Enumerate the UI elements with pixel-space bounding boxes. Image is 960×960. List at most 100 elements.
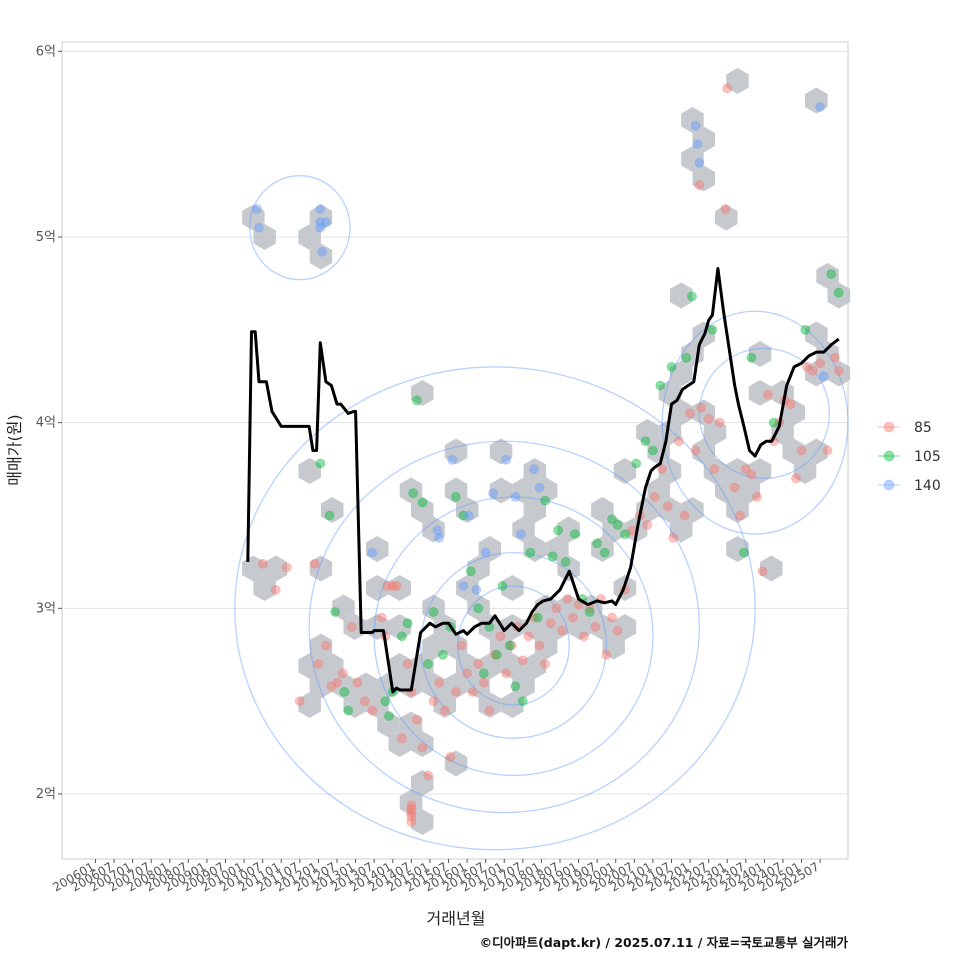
- hexbin-cell: [298, 458, 321, 484]
- point-85: [257, 558, 268, 569]
- hexbin-cell: [782, 399, 805, 426]
- hexbin-cell: [320, 653, 344, 679]
- hexbin-cell: [501, 692, 524, 718]
- hexbin-cell: [242, 204, 265, 231]
- point-105: [655, 380, 666, 391]
- point-105: [417, 497, 428, 508]
- point-85: [752, 491, 762, 502]
- point-105: [504, 640, 515, 651]
- hexbin-cell: [411, 770, 434, 796]
- point-85: [722, 83, 733, 94]
- hexbin-cell: [332, 594, 355, 621]
- hexbin-layer: [242, 68, 851, 835]
- point-105: [800, 324, 811, 335]
- point-85: [690, 445, 701, 456]
- point-85: [568, 612, 578, 623]
- hexbin-cell: [309, 672, 333, 699]
- point-140: [488, 488, 499, 499]
- point-105: [478, 668, 489, 679]
- hexbin-cell: [534, 633, 558, 660]
- point-85: [367, 705, 378, 716]
- point-85: [696, 402, 707, 413]
- y-tick-label: 2억: [36, 787, 56, 802]
- point-85: [662, 501, 673, 512]
- point-105: [681, 352, 692, 363]
- hexbin-cell: [253, 224, 276, 250]
- hexbin-cell: [658, 380, 682, 406]
- point-85: [450, 686, 461, 697]
- point-85: [387, 581, 398, 591]
- hexbin-cell: [388, 614, 411, 640]
- point-85: [551, 603, 562, 614]
- point-105: [423, 659, 434, 669]
- caption: ©디아파트(dapt.kr) / 2025.07.11 / 자료=국토교통부 실…: [480, 935, 849, 950]
- point-105: [450, 491, 461, 502]
- hexbin-cell: [523, 653, 547, 679]
- density-contour: [373, 496, 654, 777]
- hexbin-cell: [343, 692, 366, 718]
- point-105: [532, 612, 543, 623]
- hexbin-cell: [478, 536, 502, 562]
- hexbin-cell: [332, 672, 355, 699]
- hexbin-cell: [388, 653, 411, 679]
- point-85: [445, 751, 456, 762]
- point-140: [471, 584, 482, 595]
- point-85: [332, 677, 342, 688]
- point-105: [343, 705, 354, 716]
- point-140: [815, 102, 826, 112]
- point-105: [330, 607, 341, 617]
- point-85: [673, 436, 684, 447]
- hexbin-cell: [771, 419, 794, 445]
- point-105: [428, 607, 439, 617]
- point-85: [313, 659, 324, 669]
- hexbin-cell: [658, 458, 682, 484]
- hexbin-cell: [422, 516, 445, 543]
- point-85: [579, 631, 590, 642]
- point-85: [757, 566, 768, 577]
- point-85: [802, 361, 813, 372]
- point-85: [830, 352, 840, 363]
- point-85: [746, 469, 757, 480]
- hexbin-cell: [309, 555, 333, 582]
- point-105: [746, 352, 757, 363]
- point-105: [599, 547, 610, 558]
- point-85: [740, 464, 751, 475]
- point-85: [729, 482, 740, 493]
- legend-label: 140: [914, 478, 941, 494]
- point-85: [679, 510, 690, 521]
- density-contour: [457, 585, 570, 706]
- point-140: [315, 222, 326, 233]
- point-105: [402, 618, 413, 629]
- point-140: [447, 454, 458, 465]
- y-tick-label: 6억: [36, 44, 56, 59]
- point-140: [529, 464, 539, 475]
- hexbin-cell: [478, 653, 502, 679]
- point-85: [649, 491, 660, 502]
- hexbin-cell: [692, 165, 715, 192]
- hexbin-cell: [692, 399, 715, 426]
- point-85: [490, 649, 500, 660]
- hexbin-cell: [557, 555, 580, 582]
- point-85: [562, 594, 573, 604]
- point-105: [510, 681, 521, 692]
- hexbin-cell: [669, 516, 693, 543]
- y-tick-label: 4억: [36, 416, 56, 431]
- hexbin-cell: [433, 614, 456, 640]
- hexbin-cell: [264, 555, 288, 582]
- hexbin-cell: [805, 360, 828, 387]
- trend-line: [246, 267, 840, 694]
- point-85: [473, 659, 484, 669]
- hexbin-cell: [478, 692, 502, 718]
- hexbin-cell: [692, 126, 715, 153]
- point-140: [434, 532, 445, 543]
- hexbin-cell: [489, 438, 513, 465]
- point-140: [480, 547, 491, 558]
- hexbin-cell: [613, 458, 637, 484]
- point-105: [560, 556, 571, 567]
- point-140: [317, 246, 328, 257]
- hexbin-cell: [782, 438, 805, 465]
- hexbin-cell: [399, 711, 423, 738]
- hexbin-cell: [422, 672, 445, 699]
- point-85: [657, 464, 668, 475]
- hexbin-cell: [444, 750, 468, 777]
